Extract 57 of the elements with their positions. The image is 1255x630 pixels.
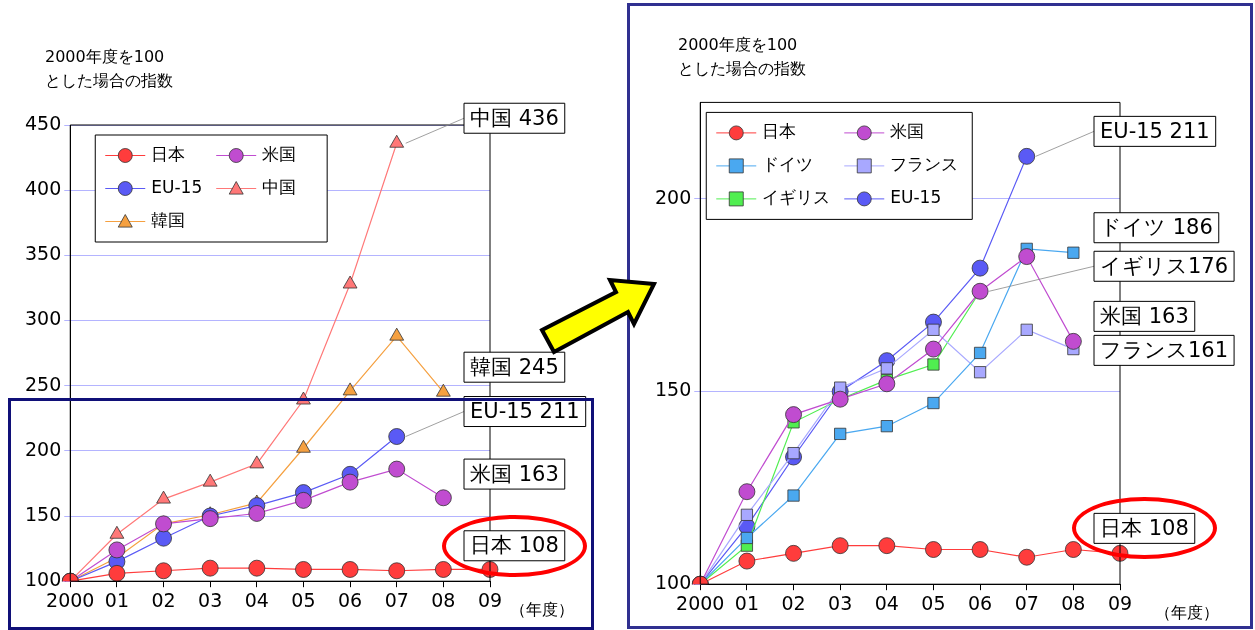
legend-label: 米国 (890, 121, 925, 142)
x-axis-title: （年度） (510, 600, 574, 621)
annotation: EU-15 211 (470, 398, 580, 423)
x-tick-label: 06 (967, 591, 993, 614)
x-tick-label: 04 (244, 588, 269, 611)
x-tick-label: 08 (1061, 591, 1086, 614)
legend-label: 韓国 (151, 209, 186, 230)
annotation: EU-15 211 (1100, 118, 1210, 143)
x-tick-label: 01 (734, 591, 759, 614)
legend-label: EU-15 (151, 176, 203, 197)
y-tick-label: 400 (25, 177, 62, 200)
x-tick-label: 05 (291, 588, 316, 611)
y-tick-label: 200 (655, 185, 692, 208)
x-axis-title: （年度） (1155, 603, 1219, 624)
y-tick-label: 150 (655, 378, 692, 401)
y-tick-label: 100 (25, 568, 62, 591)
legend-label: 米国 (262, 143, 297, 164)
y-tick-label: 250 (25, 372, 62, 395)
x-tick-label: 2000 (676, 591, 725, 614)
legend-label: イギリス (762, 187, 831, 208)
legend-label: フランス (890, 154, 959, 175)
annotation: 韓国 245 (470, 354, 559, 379)
y-tick-label: 350 (25, 242, 62, 265)
legend-label: 日本 (762, 121, 797, 142)
y-tick-label: 450 (25, 111, 62, 134)
x-tick-label: 05 (921, 591, 946, 614)
x-tick-label: 09 (1107, 591, 1133, 614)
x-tick-label: 02 (151, 588, 176, 611)
legend-label: EU-15 (890, 187, 942, 208)
annotation: フランス161 (1100, 337, 1229, 362)
x-tick-label: 08 (431, 588, 456, 611)
legend-label: 中国 (262, 176, 297, 197)
y-axis-title: 2000年度を100 とした場合の指数 (45, 46, 173, 92)
annotation: 中国 436 (470, 105, 559, 130)
y-tick-label: 150 (25, 502, 62, 525)
x-tick-label: 04 (874, 591, 899, 614)
legend-label: ドイツ (762, 154, 814, 175)
annotation: 日本 108 (1100, 515, 1189, 540)
annotation: ドイツ 186 (1100, 215, 1213, 240)
annotation: 米国 163 (1100, 303, 1189, 328)
annotation: 日本 108 (470, 533, 559, 558)
y-tick-label: 100 (655, 571, 692, 594)
x-tick-label: 06 (337, 588, 363, 611)
x-tick-label: 07 (384, 588, 409, 611)
x-tick-label: 02 (781, 591, 806, 614)
x-tick-label: 01 (104, 588, 129, 611)
annotation: イギリス176 (1100, 253, 1229, 278)
x-tick-label: 03 (828, 591, 853, 614)
legend-label: 日本 (151, 143, 186, 164)
y-axis-title: 2000年度を100 とした場合の指数 (678, 34, 806, 80)
x-tick-label: 2000 (46, 588, 95, 611)
annotation: 米国 163 (470, 461, 559, 486)
x-tick-label: 07 (1014, 591, 1039, 614)
y-tick-label: 200 (25, 437, 62, 460)
x-tick-label: 03 (198, 588, 223, 611)
y-tick-label: 300 (25, 307, 62, 330)
x-tick-label: 09 (477, 588, 503, 611)
